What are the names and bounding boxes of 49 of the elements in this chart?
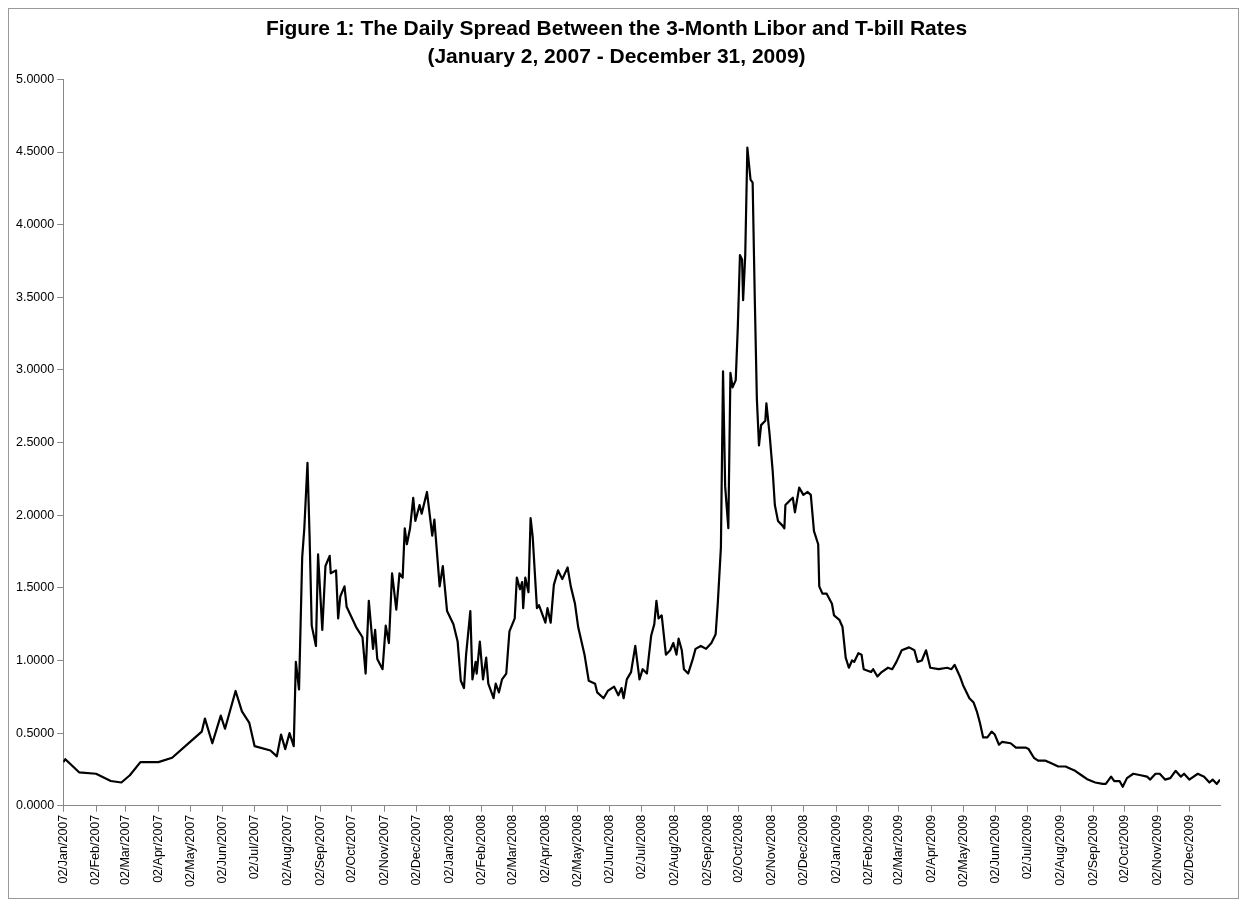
x-tick-label: 02/Aug/2008 bbox=[666, 814, 681, 886]
x-tick-label: 02/Mar/2009 bbox=[891, 814, 906, 885]
x-tick-label: 02/Sep/2007 bbox=[312, 814, 327, 886]
x-tick-label: 02/Nov/2009 bbox=[1150, 814, 1165, 886]
x-tick-label: 02/Jan/2008 bbox=[441, 814, 456, 884]
x-tick-label: 02/Nov/2007 bbox=[377, 814, 392, 886]
x-tick-label: 02/Mar/2008 bbox=[505, 814, 520, 885]
x-tick-label: 02/Dec/2009 bbox=[1181, 814, 1196, 886]
x-tick-label: 02/Jun/2007 bbox=[215, 814, 230, 884]
x-tick-label: 02/Feb/2009 bbox=[861, 814, 876, 885]
x-tick-label: 02/Feb/2007 bbox=[88, 814, 103, 885]
x-tick-label: 02/Feb/2008 bbox=[474, 814, 489, 885]
x-tick-label: 02/Sep/2008 bbox=[699, 814, 714, 886]
y-tick-label: 0.5000 bbox=[16, 725, 55, 740]
chart-subtitle: (January 2, 2007 - December 31, 2009) bbox=[427, 43, 806, 67]
x-tick-label: 02/Jan/2007 bbox=[55, 814, 70, 884]
x-tick-label: 02/Aug/2007 bbox=[279, 814, 294, 886]
y-tick-label: 2.5000 bbox=[16, 435, 55, 450]
x-tick-label: 02/Oct/2008 bbox=[731, 814, 746, 883]
y-tick-label: 4.5000 bbox=[16, 144, 55, 159]
x-tick-label: 02/Jul/2009 bbox=[1020, 814, 1035, 880]
y-tick-label: 4.0000 bbox=[16, 217, 55, 232]
y-tick-label: 3.0000 bbox=[16, 362, 55, 377]
x-tick-label: 02/Aug/2009 bbox=[1052, 814, 1067, 886]
y-tick-label: 1.5000 bbox=[16, 580, 55, 595]
x-tick-label: 02/Oct/2009 bbox=[1117, 814, 1132, 883]
x-tick-label: 02/Oct/2007 bbox=[344, 814, 359, 883]
x-tick-label: 02/Jul/2008 bbox=[634, 814, 649, 880]
x-tick-label: 02/Apr/2009 bbox=[923, 814, 938, 883]
chart-title: Figure 1: The Daily Spread Between the 3-Month Libor and T-bill Rates bbox=[265, 16, 968, 40]
y-tick-label: 5.0000 bbox=[16, 71, 55, 86]
x-tick-label: 02/Jan/2009 bbox=[828, 814, 843, 884]
x-tick-label: 02/May/2008 bbox=[569, 814, 584, 888]
x-tick-label: 02/Mar/2007 bbox=[118, 814, 133, 885]
x-tick-label: 02/May/2009 bbox=[955, 814, 970, 888]
y-tick-label: 1.0000 bbox=[16, 652, 55, 667]
y-tick-label: 3.5000 bbox=[16, 289, 55, 304]
x-tick-label: 02/Nov/2008 bbox=[764, 814, 779, 886]
x-tick-label: 02/Dec/2008 bbox=[795, 814, 810, 886]
x-tick-label: 02/May/2007 bbox=[182, 814, 197, 888]
y-tick-label: 0.0000 bbox=[16, 798, 55, 813]
x-tick-label: 02/Jun/2009 bbox=[988, 814, 1003, 884]
x-tick-label: 02/Apr/2008 bbox=[537, 814, 552, 883]
x-tick-label: 02/Jul/2007 bbox=[247, 814, 262, 880]
x-tick-label: 02/Apr/2007 bbox=[150, 814, 165, 883]
x-tick-label: 02/Jun/2008 bbox=[602, 814, 617, 884]
x-tick-label: 02/Sep/2009 bbox=[1085, 814, 1100, 886]
y-tick-label: 2.0000 bbox=[16, 507, 55, 522]
x-tick-label: 02/Dec/2007 bbox=[408, 814, 423, 886]
